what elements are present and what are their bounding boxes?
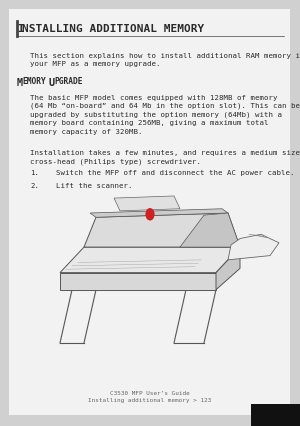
Circle shape — [146, 209, 154, 220]
Polygon shape — [60, 247, 240, 273]
Polygon shape — [90, 209, 228, 217]
Text: C3530 MFP User’s Guide: C3530 MFP User’s Guide — [110, 391, 190, 396]
Polygon shape — [84, 213, 240, 247]
Polygon shape — [216, 247, 240, 290]
Text: 2.: 2. — [30, 183, 39, 189]
Text: Installing additional memory > 123: Installing additional memory > 123 — [88, 398, 212, 403]
Text: This section explains how to install additional RAM memory into
your MFP as a me: This section explains how to install add… — [30, 53, 300, 67]
Polygon shape — [60, 273, 216, 290]
Polygon shape — [114, 196, 180, 211]
Text: I: I — [17, 23, 24, 34]
Text: EMORY: EMORY — [22, 77, 46, 86]
Text: Lift the scanner.: Lift the scanner. — [56, 183, 132, 189]
Text: U: U — [49, 78, 55, 87]
Text: NSTALLING ADDITIONAL MEMORY: NSTALLING ADDITIONAL MEMORY — [22, 23, 205, 34]
Text: M: M — [16, 78, 22, 87]
Polygon shape — [180, 213, 240, 247]
Text: The basic MFP model comes equipped with 128MB of memory
(64 Mb “on-board” and 64: The basic MFP model comes equipped with … — [30, 95, 300, 135]
Text: Switch the MFP off and disconnect the AC power cable.: Switch the MFP off and disconnect the AC… — [56, 170, 294, 176]
Text: 1.: 1. — [30, 170, 39, 176]
Text: PGRADE: PGRADE — [55, 77, 83, 86]
Text: Installation takes a few minutes, and requires a medium size
cross-head (Philips: Installation takes a few minutes, and re… — [30, 150, 300, 165]
Polygon shape — [228, 234, 279, 260]
